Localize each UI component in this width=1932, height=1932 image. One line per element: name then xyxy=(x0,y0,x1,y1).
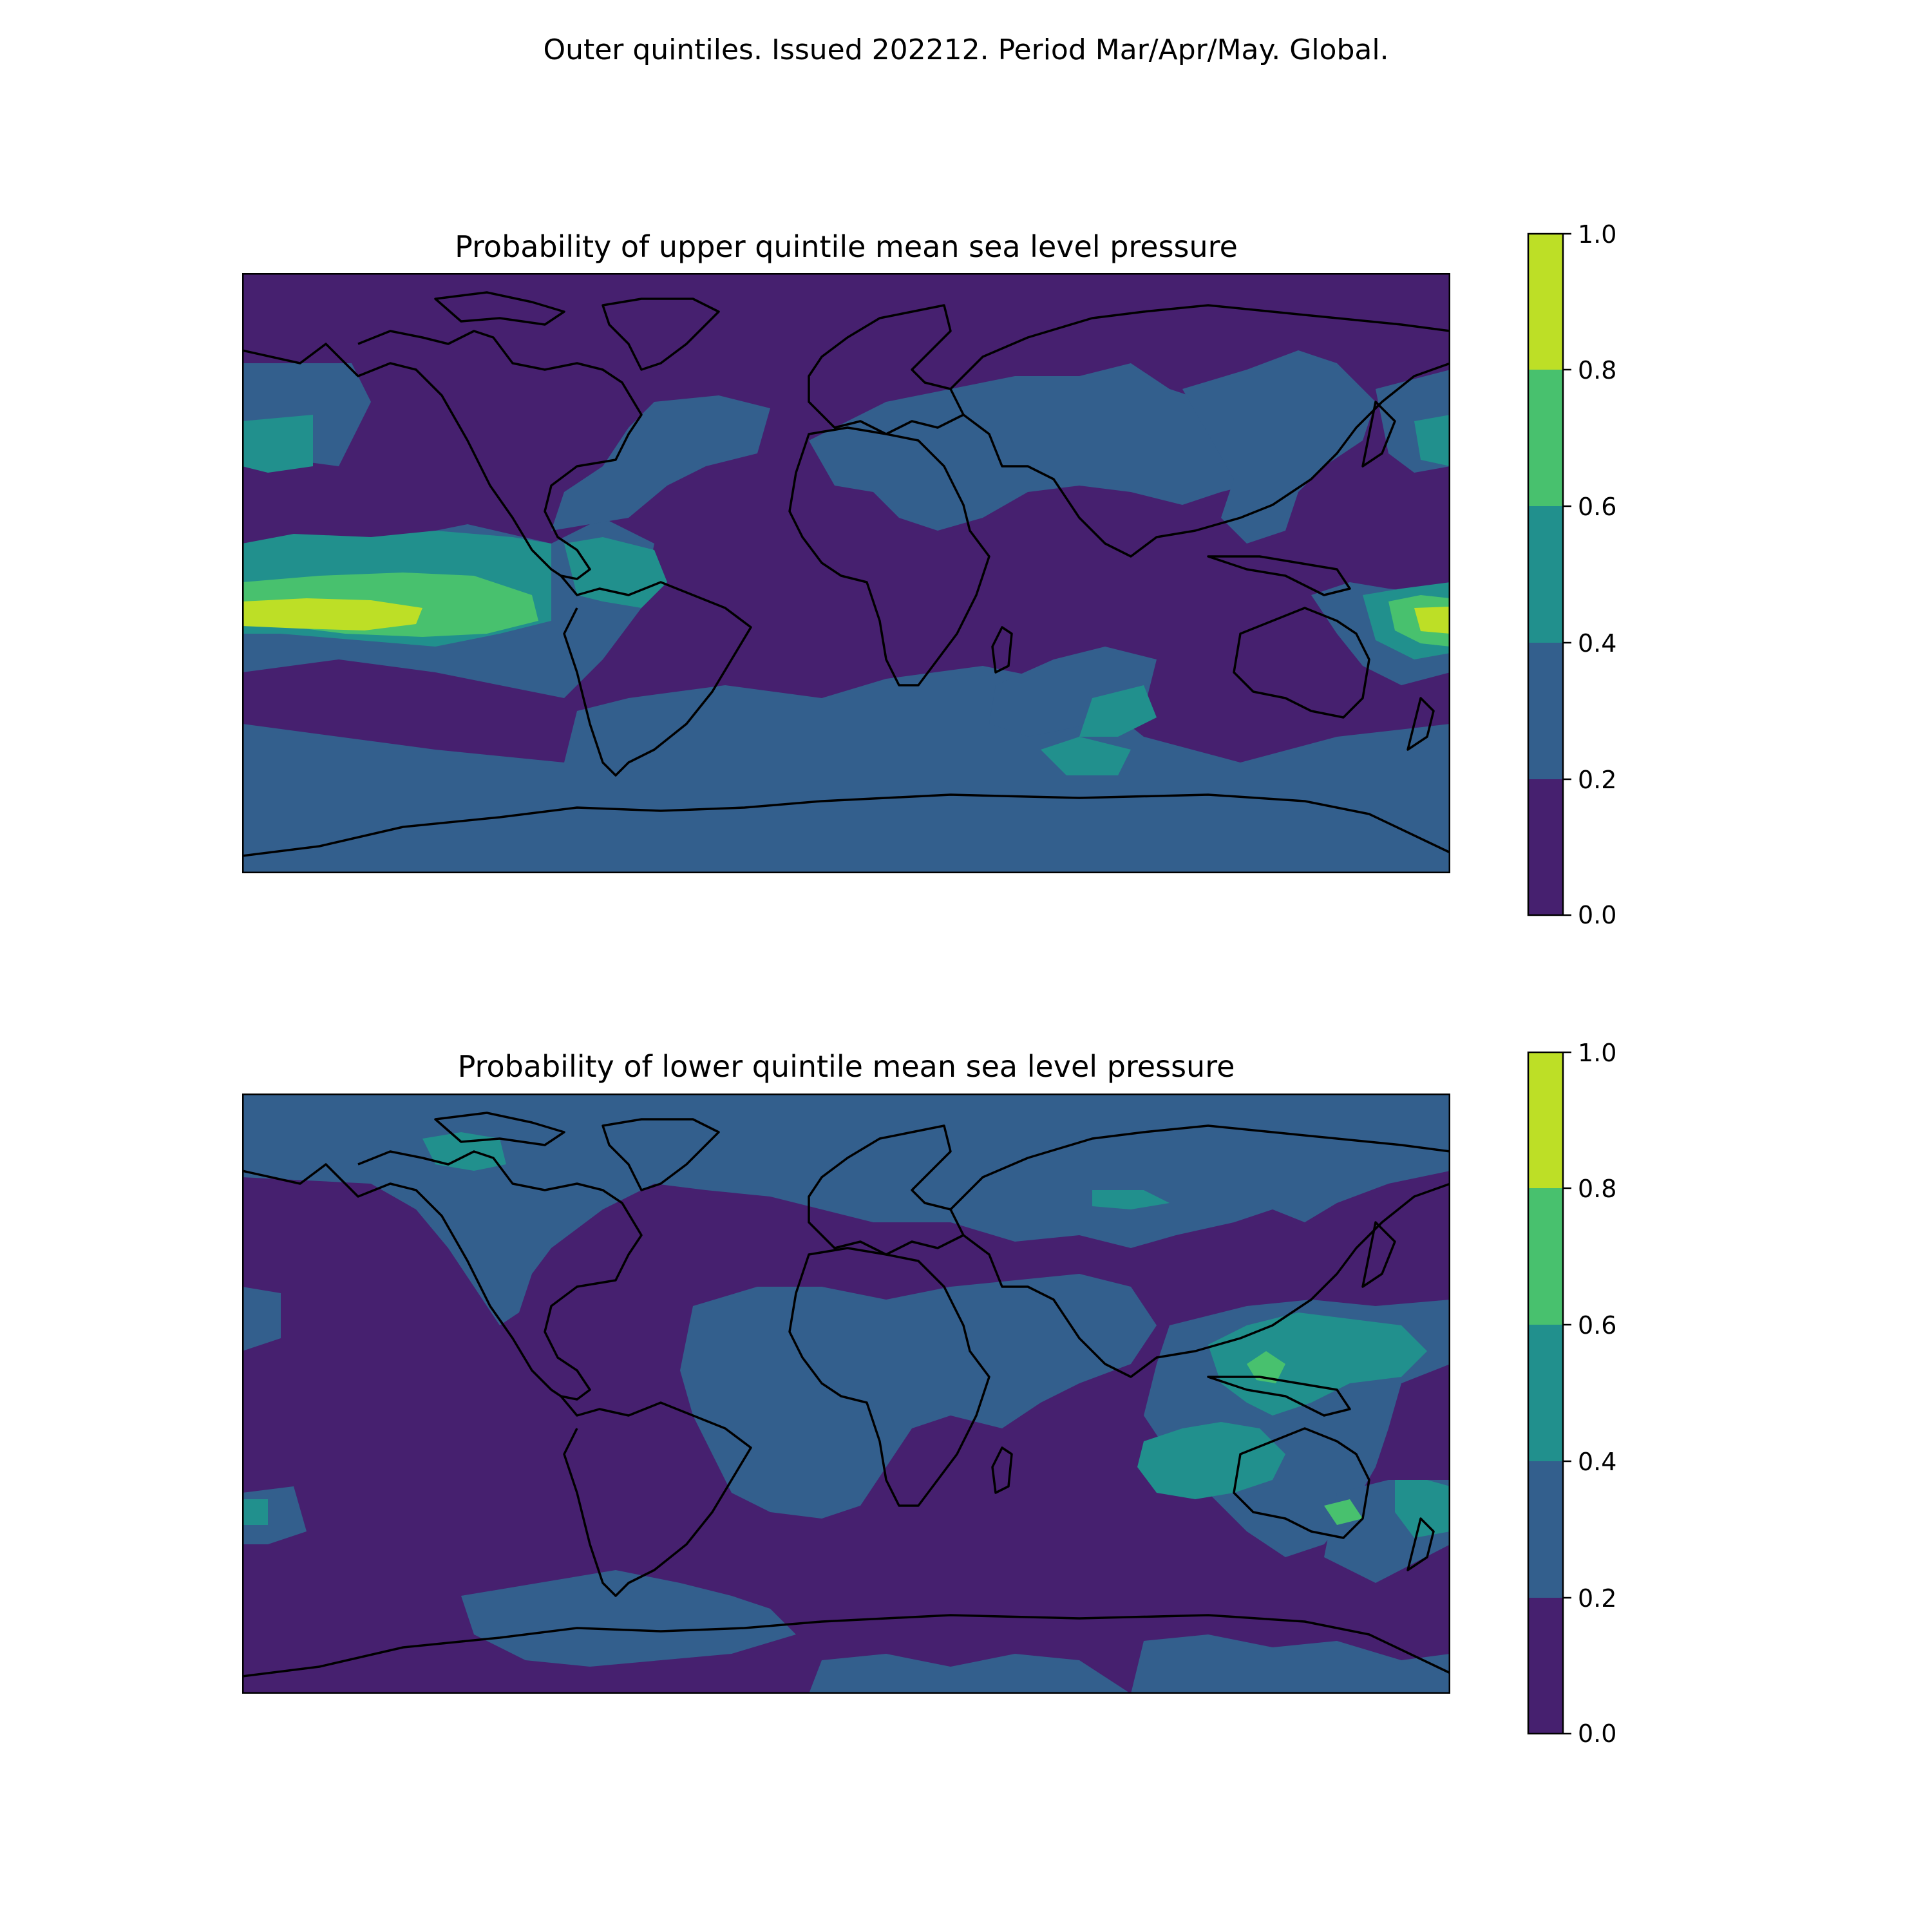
lower-colorbar-tick-label: 0.2 xyxy=(1578,1584,1617,1613)
upper-colorbar-tick-label: 0.0 xyxy=(1578,901,1617,929)
lower-panel-title: Probability of lower quintile mean sea l… xyxy=(457,1049,1235,1084)
upper-colorbar-tick-label: 0.2 xyxy=(1578,766,1617,794)
lower-colorbar-tick-label: 0.8 xyxy=(1578,1175,1617,1203)
lower-colorbar-tick-label: 1.0 xyxy=(1578,1039,1617,1067)
lower-colorbar-tick-label: 0.6 xyxy=(1578,1311,1617,1340)
upper-colorbar-tick-label: 1.0 xyxy=(1578,220,1617,249)
upper-colorbar-tick-label: 0.8 xyxy=(1578,356,1617,384)
upper-panel-title: Probability of upper quintile mean sea l… xyxy=(455,229,1238,264)
lower-colorbar-tick-label: 0.4 xyxy=(1578,1448,1617,1476)
lower-colorbar xyxy=(1527,1051,1571,1735)
upper-colorbar xyxy=(1527,232,1571,916)
figure-title: Outer quintiles. Issued 202212. Period M… xyxy=(543,33,1389,66)
upper-colorbar-tick-label: 0.4 xyxy=(1578,629,1617,658)
upper-quintile-map xyxy=(242,273,1450,873)
upper-colorbar-tick-label: 0.6 xyxy=(1578,493,1617,521)
lower-colorbar-tick-label: 0.0 xyxy=(1578,1719,1617,1748)
lower-quintile-map xyxy=(242,1094,1450,1694)
